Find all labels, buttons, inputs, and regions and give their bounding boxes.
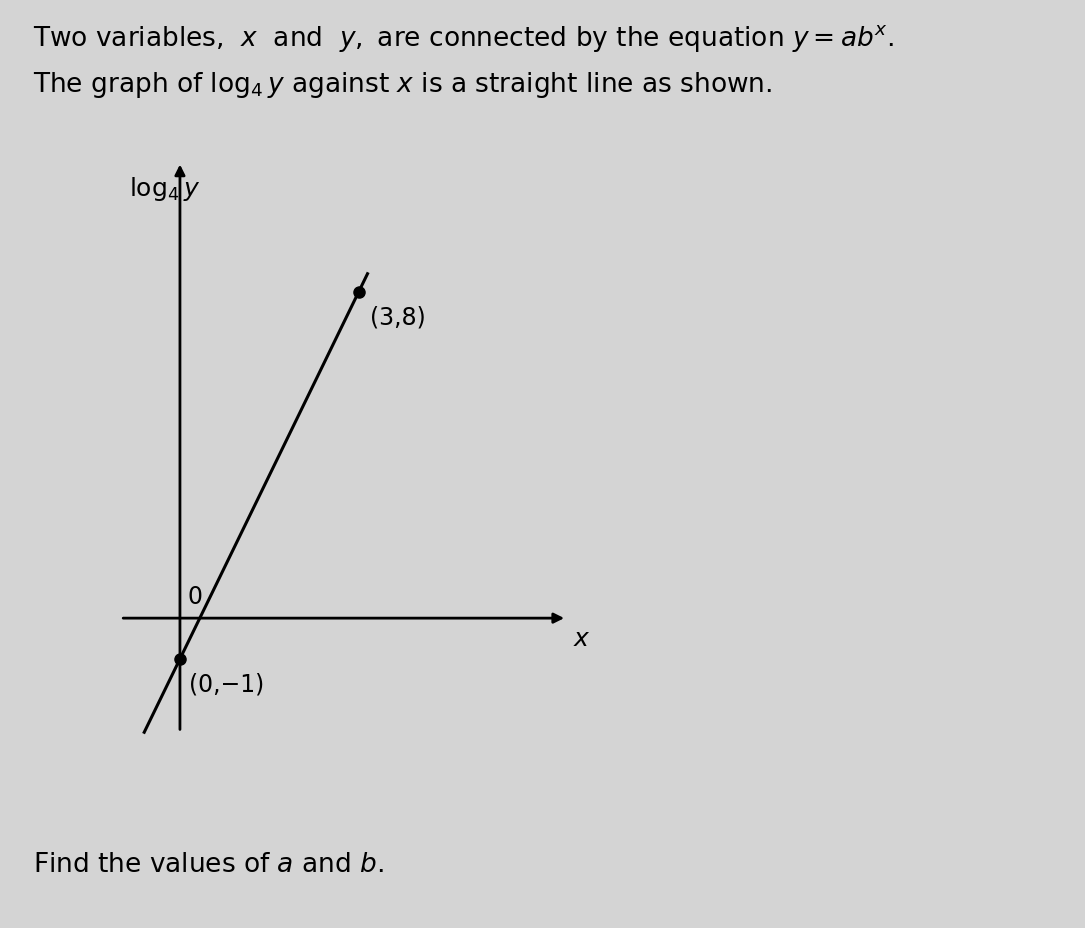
Text: Two variables,  $x$  and  $y,$ are connected by the equation $y = ab^x$.: Two variables, $x$ and $y,$ are connecte… xyxy=(33,23,894,54)
Text: (3,8): (3,8) xyxy=(370,305,426,329)
Text: 0: 0 xyxy=(187,585,202,608)
Text: $x$: $x$ xyxy=(573,626,590,651)
Text: (0,−1): (0,−1) xyxy=(189,671,264,695)
Text: $\log_4 y$: $\log_4 y$ xyxy=(129,174,201,202)
Text: The graph of $\log_4 y$ against $x$ is a straight line as shown.: The graph of $\log_4 y$ against $x$ is a… xyxy=(33,70,771,99)
Text: Find the values of $a$ and $b$.: Find the values of $a$ and $b$. xyxy=(33,851,383,877)
